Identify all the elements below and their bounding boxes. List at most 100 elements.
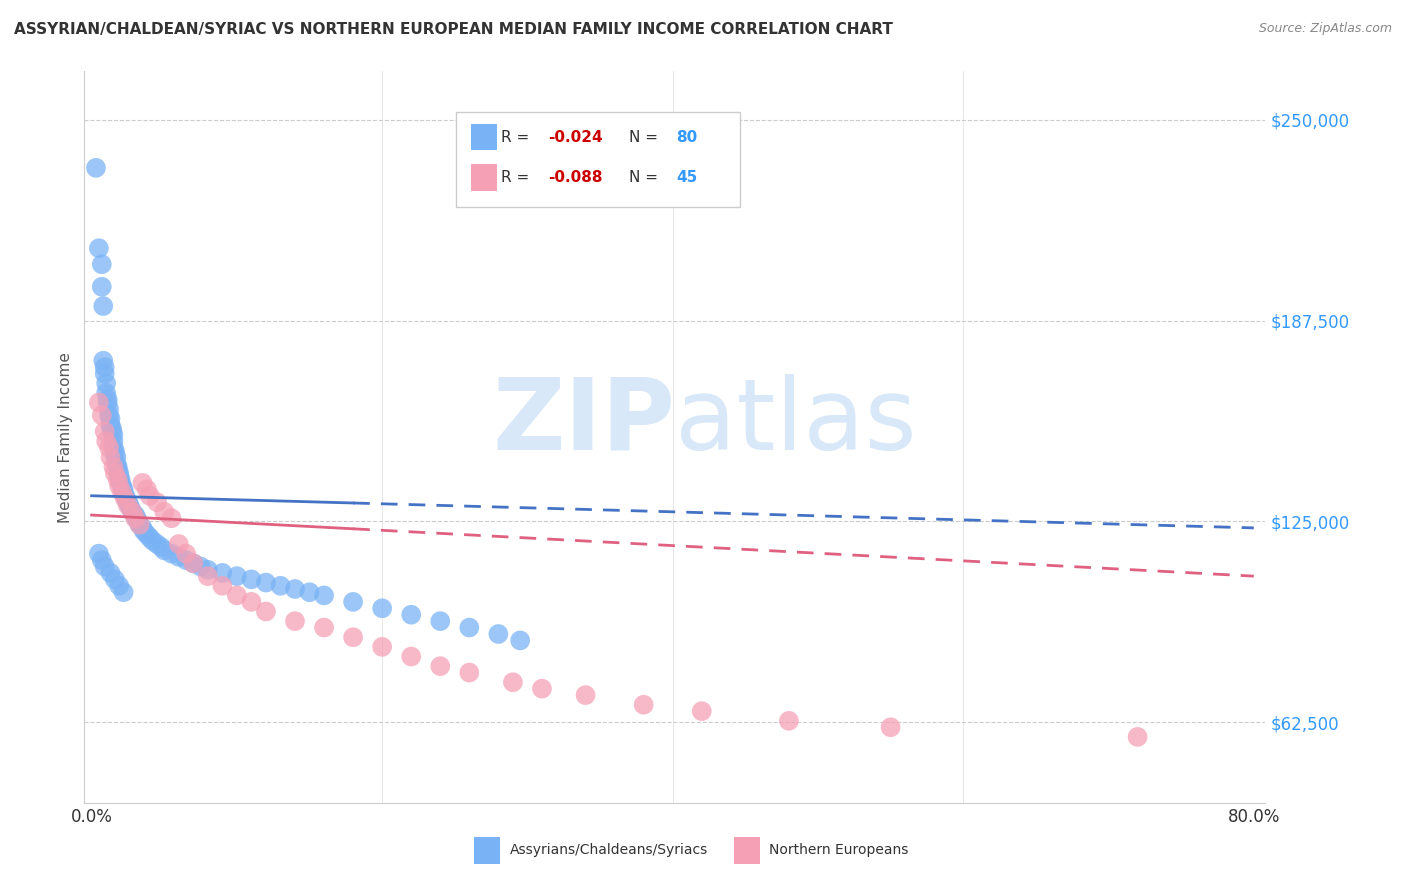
Point xyxy=(486,627,509,641)
Text: atlas: atlas xyxy=(675,374,917,471)
Point xyxy=(107,473,129,487)
Point xyxy=(93,360,115,375)
Point xyxy=(167,549,190,564)
Point xyxy=(153,505,176,519)
Point xyxy=(132,524,155,538)
Point xyxy=(269,579,291,593)
Point xyxy=(97,395,120,409)
Point xyxy=(138,531,160,545)
Point xyxy=(117,495,139,509)
Point xyxy=(110,473,132,487)
Point xyxy=(254,605,277,619)
Text: N =: N = xyxy=(628,129,662,145)
Text: ZIP: ZIP xyxy=(492,374,675,471)
Point xyxy=(371,601,394,615)
Point xyxy=(197,563,219,577)
Point xyxy=(90,257,112,271)
Point xyxy=(181,556,204,570)
Point xyxy=(111,485,134,500)
Point xyxy=(90,409,112,423)
Point xyxy=(574,688,596,702)
Point xyxy=(104,572,127,586)
Point xyxy=(105,457,128,471)
Point xyxy=(108,579,131,593)
Point xyxy=(1126,730,1149,744)
Point xyxy=(342,595,364,609)
Point xyxy=(111,479,134,493)
Point xyxy=(121,505,143,519)
Point xyxy=(104,447,127,461)
Text: R =: R = xyxy=(502,169,534,185)
Point xyxy=(87,395,110,409)
Point xyxy=(112,483,135,497)
FancyBboxPatch shape xyxy=(457,112,740,207)
Point xyxy=(135,483,157,497)
Y-axis label: Median Family Income: Median Family Income xyxy=(58,351,73,523)
FancyBboxPatch shape xyxy=(471,164,496,191)
Point xyxy=(93,425,115,439)
Point xyxy=(399,649,422,664)
Point xyxy=(94,385,117,400)
Point xyxy=(211,566,233,580)
Point xyxy=(112,485,135,500)
Point xyxy=(101,421,124,435)
Point xyxy=(100,450,122,465)
Point xyxy=(115,491,138,506)
Point xyxy=(127,515,149,529)
Point xyxy=(91,353,114,368)
Point xyxy=(211,579,233,593)
Point xyxy=(101,425,124,439)
Point xyxy=(124,511,146,525)
Point xyxy=(117,499,139,513)
Point xyxy=(135,527,157,541)
Point xyxy=(107,459,129,474)
Point xyxy=(167,537,190,551)
Text: Assyrians/Chaldeans/Syriacs: Assyrians/Chaldeans/Syriacs xyxy=(509,843,707,857)
Point xyxy=(100,411,122,425)
Point xyxy=(108,467,131,481)
Point xyxy=(98,441,121,455)
Point xyxy=(104,467,127,481)
Point xyxy=(120,501,142,516)
Point xyxy=(84,161,107,175)
Point xyxy=(125,511,148,525)
Point xyxy=(100,566,122,580)
Point xyxy=(530,681,553,696)
Point xyxy=(124,508,146,522)
Point xyxy=(131,521,153,535)
Point xyxy=(160,511,183,525)
Text: ASSYRIAN/CHALDEAN/SYRIAC VS NORTHERN EUROPEAN MEDIAN FAMILY INCOME CORRELATION C: ASSYRIAN/CHALDEAN/SYRIAC VS NORTHERN EUR… xyxy=(14,22,893,37)
Point xyxy=(174,547,197,561)
Text: 45: 45 xyxy=(676,169,697,185)
Point xyxy=(254,575,277,590)
Point xyxy=(633,698,655,712)
Point xyxy=(197,569,219,583)
Point xyxy=(103,427,125,442)
Point xyxy=(371,640,394,654)
Point xyxy=(103,434,125,449)
Point xyxy=(128,517,150,532)
Text: Source: ZipAtlas.com: Source: ZipAtlas.com xyxy=(1258,22,1392,36)
Point xyxy=(778,714,800,728)
Point xyxy=(103,441,125,455)
Point xyxy=(118,499,141,513)
Point xyxy=(90,553,112,567)
Point xyxy=(429,659,451,673)
Point xyxy=(112,585,135,599)
Point xyxy=(458,621,481,635)
Point xyxy=(94,434,117,449)
Point xyxy=(225,569,247,583)
Point xyxy=(98,409,121,423)
Point xyxy=(146,495,169,509)
Point xyxy=(93,559,115,574)
Text: Northern Europeans: Northern Europeans xyxy=(769,843,908,857)
Point xyxy=(93,367,115,381)
Text: R =: R = xyxy=(502,129,534,145)
Point xyxy=(298,585,321,599)
Point xyxy=(98,401,121,416)
Point xyxy=(312,621,335,635)
Point xyxy=(690,704,713,718)
Point xyxy=(190,559,212,574)
Point xyxy=(97,392,120,407)
Point xyxy=(91,299,114,313)
